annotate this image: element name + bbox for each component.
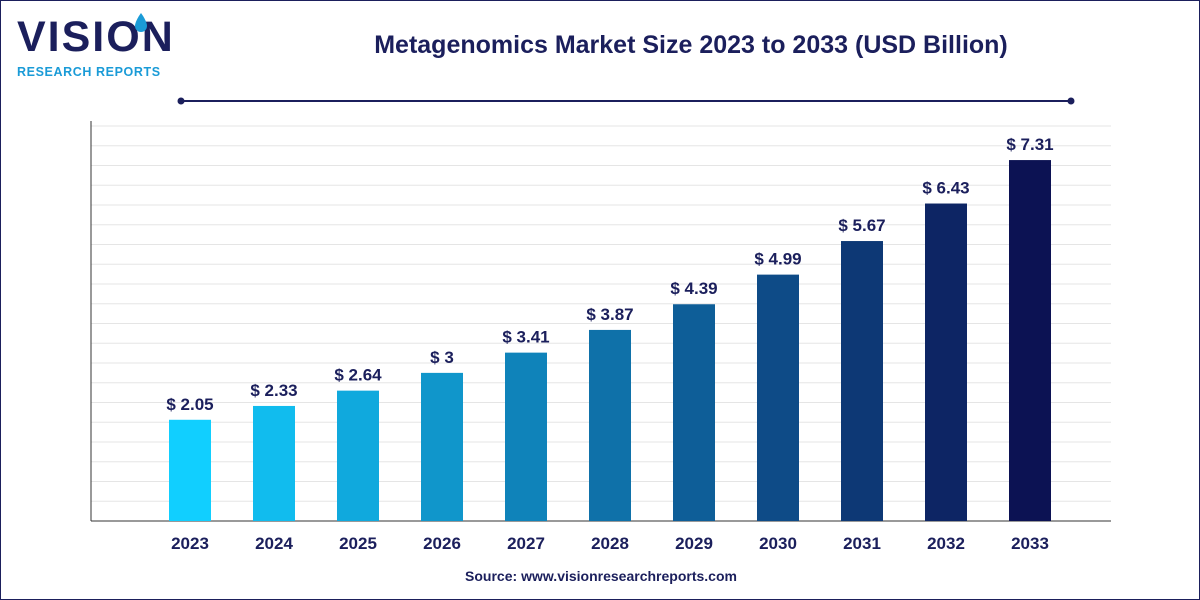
x-tick-label-2031: 2031 xyxy=(843,534,881,553)
x-tick-label-2030: 2030 xyxy=(759,534,797,553)
x-tick-label-2029: 2029 xyxy=(675,534,713,553)
divider-dot-right xyxy=(1067,97,1075,105)
bar-2027 xyxy=(505,352,547,521)
chart-title: Metagenomics Market Size 2023 to 2033 (U… xyxy=(374,31,1008,59)
source-note: Source: www.visionresearchreports.com xyxy=(1,568,1199,584)
x-tick-label-2026: 2026 xyxy=(423,534,461,553)
data-label-2029: $ 4.39 xyxy=(670,279,717,298)
data-label-2027: $ 3.41 xyxy=(502,328,549,347)
data-label-2033: $ 7.31 xyxy=(1006,135,1053,154)
data-label-2031: $ 5.67 xyxy=(838,216,885,235)
bar-2029 xyxy=(673,304,715,521)
x-tick-label-2033: 2033 xyxy=(1011,534,1049,553)
title-divider xyxy=(177,97,1075,105)
source-label: Source: xyxy=(465,568,518,584)
bar-2028 xyxy=(589,329,631,521)
data-label-2028: $ 3.87 xyxy=(586,305,633,324)
source-url: www.visionresearchreports.com xyxy=(521,568,737,584)
data-label-2030: $ 4.99 xyxy=(754,250,801,269)
data-label-2026: $ 3 xyxy=(430,348,454,367)
brand-name: VISION xyxy=(17,13,175,61)
data-label-2023: $ 2.05 xyxy=(166,395,213,414)
water-drop-icon xyxy=(135,13,147,32)
x-tick-label-2032: 2032 xyxy=(927,534,965,553)
x-tick-label-2028: 2028 xyxy=(591,534,629,553)
x-tick-label-2023: 2023 xyxy=(171,534,209,553)
bar-2031 xyxy=(841,241,883,521)
bar-2032 xyxy=(925,203,967,522)
bar-2026 xyxy=(421,372,463,521)
data-label-2025: $ 2.64 xyxy=(334,366,382,385)
bar-2023 xyxy=(169,419,211,521)
brand-tagline: RESEARCH REPORTS xyxy=(17,65,161,79)
bar-2024 xyxy=(253,405,295,521)
x-tick-label-2024: 2024 xyxy=(255,534,293,553)
x-tick-label-2027: 2027 xyxy=(507,534,545,553)
bar-2033 xyxy=(1009,160,1051,521)
x-tick-label-2025: 2025 xyxy=(339,534,377,553)
bar-2025 xyxy=(337,390,379,521)
bar-2030 xyxy=(757,274,799,521)
data-label-2024: $ 2.33 xyxy=(250,381,297,400)
brand-logo: VISION RESEARCH REPORTS xyxy=(17,13,192,85)
data-label-2032: $ 6.43 xyxy=(922,179,969,198)
